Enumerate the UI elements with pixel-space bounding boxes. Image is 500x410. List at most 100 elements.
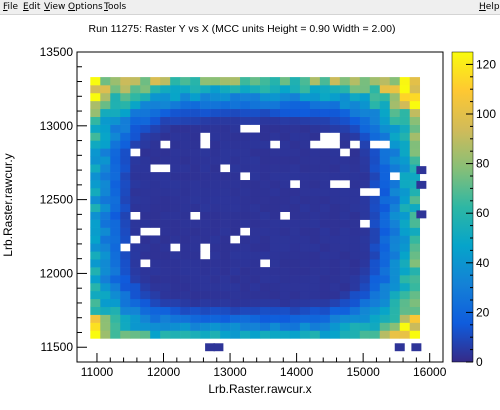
heatmap-cell — [230, 227, 241, 236]
heatmap-cell — [379, 259, 391, 268]
colorbar — [451, 51, 474, 363]
heatmap-cell — [210, 314, 221, 323]
menu-view[interactable]: View — [44, 2, 66, 12]
heatmap-cell — [369, 259, 381, 268]
menu-file[interactable]: File — [3, 2, 19, 12]
heatmap-cell — [200, 124, 211, 133]
heatmap-cell — [110, 219, 121, 228]
heatmap-cell — [329, 314, 341, 323]
heatmap-cell — [130, 124, 141, 133]
heatmap-cell — [319, 314, 331, 323]
heatmap-cell — [150, 180, 161, 189]
heatmap-cell — [130, 195, 141, 205]
heatmap-cell — [379, 322, 391, 331]
heatmap-cell — [349, 124, 361, 133]
heatmap-cell — [349, 290, 361, 300]
heatmap-cell — [319, 235, 331, 244]
heatmap-cell — [319, 148, 331, 157]
heatmap-cell — [180, 203, 191, 212]
heatmap-cell — [389, 132, 401, 141]
heatmap-cell — [140, 195, 151, 205]
heatmap-cell — [240, 203, 251, 212]
heatmap-cell — [240, 156, 251, 165]
heatmap-cell — [309, 156, 321, 165]
heatmap-cell — [279, 156, 291, 165]
heatmap-cell — [160, 275, 171, 284]
heatmap-cell — [190, 235, 201, 244]
heatmap-cell — [90, 227, 101, 236]
heatmap-cell — [120, 180, 131, 189]
heatmap-cell — [140, 156, 151, 165]
heatmap-cell — [90, 85, 101, 94]
heatmap-cell — [150, 306, 161, 315]
heatmap-cell — [110, 251, 121, 260]
heatmap-cell — [230, 77, 241, 86]
heatmap-cell — [309, 314, 321, 323]
heatmap-cell — [269, 251, 281, 260]
heatmap-cell — [150, 116, 161, 125]
heatmap-cell — [180, 164, 191, 173]
menu-edit[interactable]: Edit — [23, 2, 41, 12]
heatmap-cell — [100, 100, 111, 110]
heatmap-cell — [230, 92, 241, 102]
heatmap-cell — [250, 298, 261, 308]
heatmap-cell — [399, 282, 411, 292]
heatmap-cell — [359, 116, 371, 125]
heatmap-cell — [150, 85, 161, 94]
heatmap-cell — [339, 124, 351, 133]
heatmap-cell — [200, 148, 211, 157]
heatmap-cell — [349, 243, 361, 252]
heatmap-cell — [409, 227, 421, 236]
heatmap-cell — [299, 290, 311, 300]
heatmap-cell — [269, 164, 281, 173]
heatmap-cell — [150, 322, 161, 331]
heatmap-cell — [416, 180, 427, 189]
heatmap-cell — [180, 100, 191, 110]
heatmap-cell — [349, 132, 361, 141]
heatmap-cell — [230, 251, 241, 260]
heatmap-cell — [399, 203, 411, 212]
heatmap-cell — [389, 322, 401, 331]
heatmap-cell — [379, 306, 391, 315]
heatmap-cell — [90, 132, 101, 141]
heatmap-cell — [349, 203, 361, 212]
heatmap-cell — [289, 314, 301, 323]
heatmap-cell — [120, 77, 131, 86]
heatmap-cell — [210, 195, 221, 205]
heatmap-cell — [220, 132, 231, 141]
heatmap-cell — [359, 124, 371, 133]
heatmap-cell — [190, 148, 201, 157]
heatmap-cell — [120, 282, 131, 292]
heatmap-cell — [140, 180, 151, 189]
heatmap-cell — [339, 172, 351, 181]
heatmap-cell — [180, 298, 191, 308]
heatmap-cell — [210, 322, 221, 331]
heatmap-cell — [299, 243, 311, 252]
heatmap-cell — [399, 85, 411, 94]
heatmap-cell — [180, 77, 191, 86]
heatmap-cell — [299, 235, 311, 244]
heatmap-cell — [140, 290, 151, 300]
heatmap-cell — [289, 275, 301, 284]
heatmap-cell — [399, 92, 411, 102]
heatmap-cell — [399, 124, 411, 133]
heatmap-cell — [379, 275, 391, 284]
heatmap-cell — [260, 180, 271, 189]
heatmap-cell — [220, 156, 231, 165]
heatmap-cell — [90, 164, 101, 173]
heatmap-cell — [319, 227, 331, 236]
heatmap-cell — [269, 116, 281, 125]
heatmap-cell — [210, 180, 221, 189]
menu-help[interactable]: Help — [479, 2, 500, 12]
heatmap-cell — [120, 259, 131, 268]
heatmap-cell — [269, 92, 281, 102]
heatmap-cell — [279, 251, 291, 260]
heatmap-cell — [329, 92, 341, 102]
menu-tools[interactable]: Tools — [104, 2, 127, 12]
heatmap-cell — [100, 156, 111, 165]
heatmap-cell — [210, 148, 221, 157]
heatmap-cell — [90, 195, 101, 205]
menu-options[interactable]: Options — [68, 2, 103, 12]
heatmap-cell — [200, 259, 211, 268]
heatmap-cell — [150, 235, 161, 244]
